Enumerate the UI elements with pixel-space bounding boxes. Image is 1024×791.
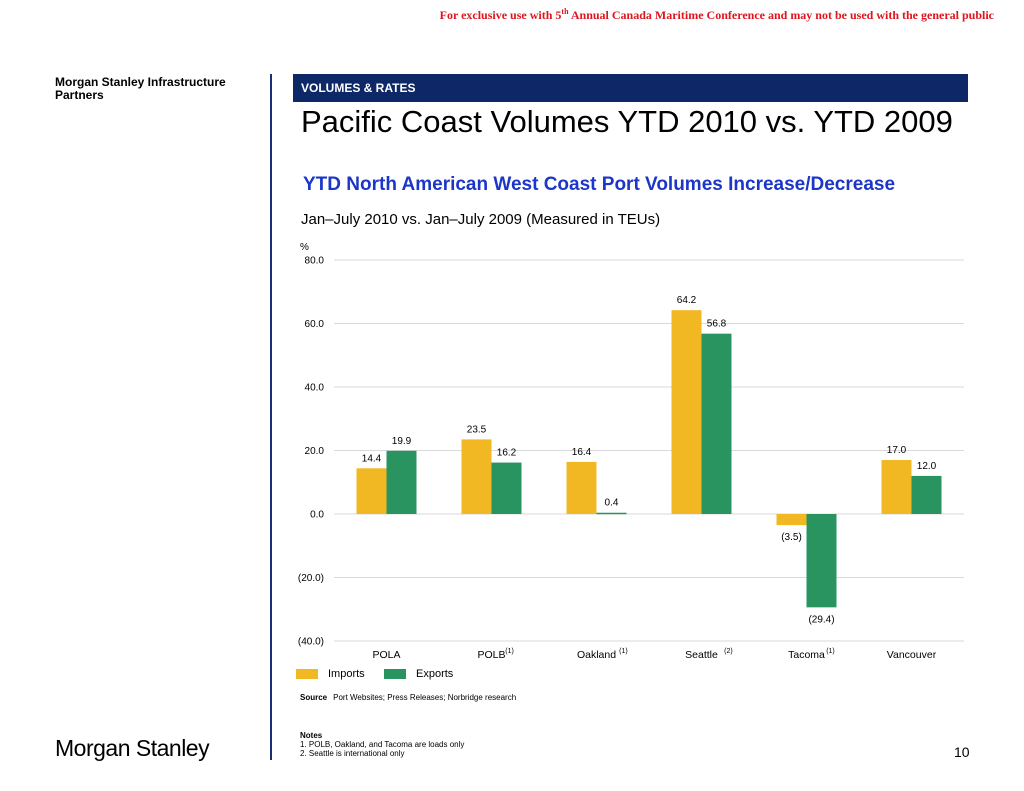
data-label: 19.9	[392, 436, 412, 447]
x-tick-label: Oakland	[577, 649, 616, 661]
section-header: VOLUMES & RATES	[293, 74, 968, 102]
x-tick-note: (1)	[619, 648, 628, 655]
legend-label-exports: Exports	[416, 668, 454, 680]
data-label: 16.4	[572, 447, 592, 458]
source-line: Source Port Websites; Press Releases; Nor…	[300, 693, 517, 702]
bar-chart: % 80.0 60.0 40.0 20.0 0.0 (20.0) (40.0) 14.4 19.9…	[298, 242, 964, 661]
sidebar-divider	[270, 74, 272, 760]
legend-swatch-exports	[384, 669, 406, 679]
sidebar-title: Morgan Stanley Infrastructure Partners	[55, 75, 226, 102]
y-tick-label: 40.0	[305, 383, 325, 394]
data-label: (29.4)	[808, 614, 834, 625]
y-axis-unit-label: %	[300, 242, 309, 253]
x-tick-label: POLA	[372, 649, 400, 661]
data-label: 23.5	[467, 424, 487, 435]
x-tick-note: (1)	[505, 648, 514, 655]
bar-imports	[461, 439, 492, 514]
data-label: 64.2	[677, 295, 697, 306]
y-tick-label: 20.0	[305, 446, 325, 457]
legend-swatch-imports	[296, 669, 318, 679]
chart-title: YTD North American West Coast Port Volum…	[303, 174, 896, 195]
bar-imports	[671, 310, 702, 514]
y-tick-label: (40.0)	[298, 637, 324, 648]
bar-exports	[386, 450, 417, 514]
data-label: 12.0	[917, 461, 937, 472]
x-tick-note: (2)	[724, 648, 733, 655]
y-tick-label: (20.0)	[298, 573, 324, 584]
disclaimer-text: For exclusive use with 5th Annual Canada…	[439, 7, 994, 22]
bar-exports	[701, 333, 732, 514]
bar-imports	[566, 461, 597, 514]
y-tick-label: 60.0	[305, 319, 325, 330]
data-label: 14.4	[362, 453, 382, 464]
x-tick-label: Seattle	[685, 649, 718, 661]
y-tick-label: 80.0	[305, 256, 325, 267]
x-tick-label: Tacoma	[788, 649, 825, 661]
x-tick-label: POLB	[477, 649, 505, 661]
data-label: 16.2	[497, 448, 517, 459]
data-label: 56.8	[707, 319, 727, 330]
morgan-stanley-logo: Morgan Stanley	[55, 735, 210, 761]
bar-exports	[806, 514, 837, 608]
notes: Notes 1. POLB, Oakland, and Tacoma are l…	[300, 731, 464, 758]
bar-imports	[881, 460, 912, 514]
legend-label-imports: Imports	[328, 668, 365, 680]
data-label: 0.4	[605, 498, 619, 509]
bar-imports	[356, 468, 387, 514]
bar-imports	[776, 514, 807, 526]
y-tick-label: 0.0	[310, 510, 324, 521]
data-label: 17.0	[887, 445, 907, 456]
notes-heading: Notes	[300, 731, 323, 740]
data-label: (3.5)	[781, 532, 802, 543]
x-tick-label: Vancouver	[887, 649, 937, 661]
note-item: 2. Seattle is international only	[300, 749, 405, 758]
bar-exports	[911, 475, 942, 514]
chart-subtitle: Jan–July 2010 vs. Jan–July 2009 (Measure…	[301, 211, 661, 228]
page-title: Pacific Coast Volumes YTD 2010 vs. YTD 2…	[301, 104, 953, 139]
note-item: 1. POLB, Oakland, and Tacoma are loads o…	[300, 740, 465, 749]
bar-exports	[491, 462, 522, 514]
bar-exports	[596, 512, 627, 515]
page-number: 10	[954, 744, 970, 760]
x-tick-note: (1)	[826, 648, 835, 655]
